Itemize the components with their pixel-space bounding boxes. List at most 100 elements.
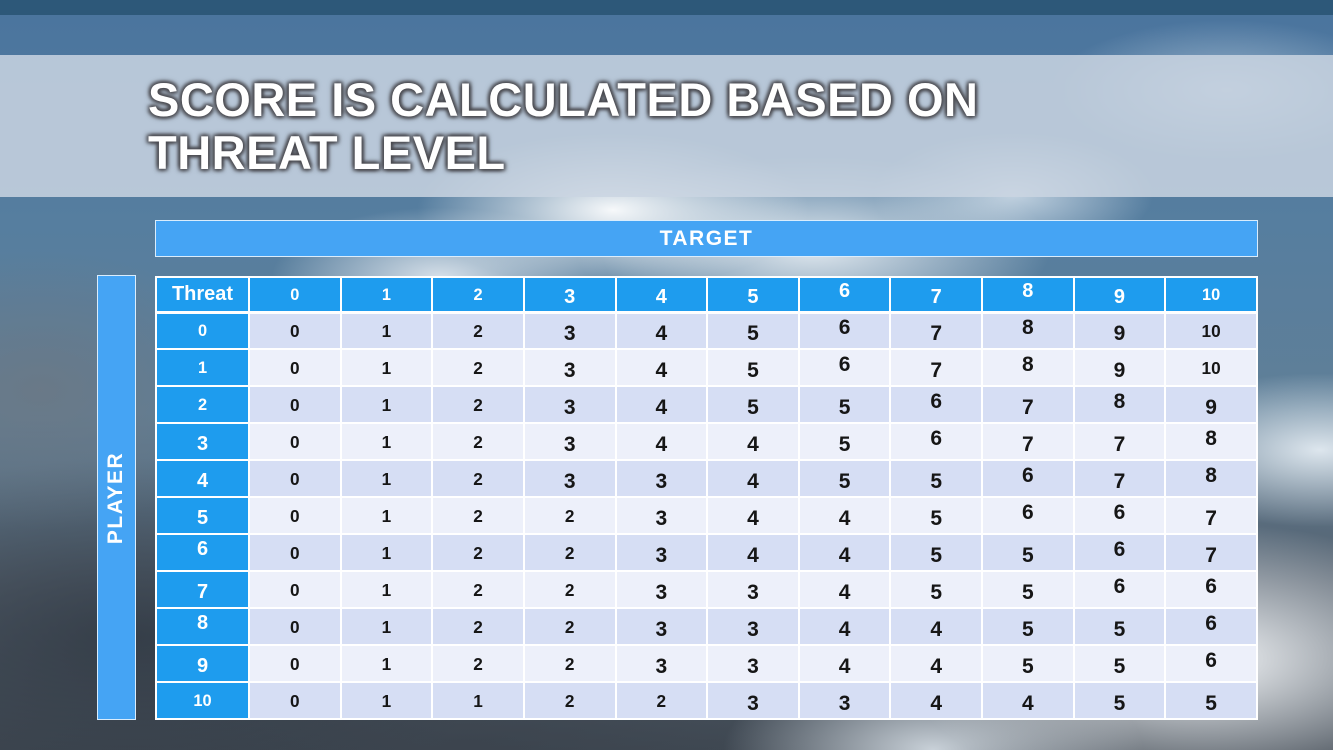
score-cell: 3	[706, 644, 800, 683]
score-value: 1	[381, 690, 392, 711]
score-cell: 5	[797, 422, 892, 461]
score-value: 0	[290, 431, 300, 452]
score-cell: 6	[981, 496, 1075, 535]
score-value: 3	[747, 617, 759, 641]
score-cell: 2	[431, 311, 525, 350]
score-value: 7	[930, 358, 943, 382]
score-cell: 6	[1072, 496, 1167, 535]
score-cell: 0	[248, 496, 342, 535]
score-value: 5	[1113, 691, 1126, 715]
col-header-cell: 9	[1072, 276, 1167, 314]
score-cell: 7	[1164, 533, 1258, 572]
score-value: 8	[1113, 389, 1126, 413]
score-cell: 3	[614, 570, 709, 609]
score-value: 4	[838, 580, 851, 604]
score-cell: 6	[1164, 607, 1258, 646]
score-value: 5	[838, 469, 851, 493]
row-header-value: 6	[196, 538, 209, 560]
score-cell: 0	[248, 533, 342, 572]
score-value: 1	[381, 468, 392, 489]
col-header-cell: 8	[981, 276, 1075, 314]
target-header-bar: TARGET	[155, 220, 1258, 257]
score-value: 4	[655, 321, 668, 345]
score-value: 4	[838, 654, 851, 678]
score-value: 6	[1021, 500, 1034, 524]
score-value: 4	[747, 506, 759, 530]
score-cell: 4	[797, 644, 892, 683]
score-cell: 3	[614, 533, 709, 572]
score-value: 6	[838, 315, 851, 339]
score-value: 2	[656, 690, 667, 711]
score-value: 2	[473, 579, 483, 600]
score-cell: 5	[706, 348, 800, 387]
score-value: 7	[1021, 395, 1034, 419]
score-cell: 4	[797, 533, 892, 572]
score-cell: 7	[981, 385, 1075, 424]
score-value: 9	[1113, 358, 1126, 382]
score-value: 4	[747, 432, 759, 456]
score-value: 4	[1021, 691, 1034, 715]
score-cell: 5	[889, 533, 983, 572]
score-cell: 6	[889, 385, 983, 424]
score-cell: 2	[431, 644, 525, 683]
score-cell: 10	[1164, 348, 1258, 387]
score-value: 5	[930, 543, 943, 567]
score-value: 1	[381, 616, 392, 637]
score-value: 5	[1205, 691, 1217, 715]
score-value: 2	[473, 431, 483, 452]
score-value: 4	[747, 543, 759, 567]
col-header-cell: 5	[706, 276, 800, 314]
score-value: 7	[930, 321, 943, 345]
score-value: 5	[1021, 580, 1034, 604]
score-cell: 3	[797, 681, 892, 720]
score-value: 0	[290, 505, 300, 526]
score-value: 4	[747, 469, 759, 493]
score-value: 4	[838, 543, 851, 567]
score-cell: 3	[706, 607, 800, 646]
score-value: 6	[838, 352, 851, 376]
col-header-cell: 4	[614, 276, 709, 314]
score-cell: 0	[248, 644, 342, 683]
col-header-value: 1	[381, 285, 391, 304]
score-cell: 6	[1072, 533, 1167, 572]
col-header-cell: 10	[1164, 276, 1258, 314]
table-row: 0 0 1 2 3 4 5 6 7 8 9 10	[155, 311, 1258, 350]
col-header-value: 7	[930, 285, 942, 308]
score-cell: 2	[522, 644, 617, 683]
score-value: 0	[290, 542, 300, 563]
row-header-cell: 4	[155, 459, 250, 498]
score-cell: 6	[1072, 570, 1167, 609]
score-value: 1	[381, 653, 392, 674]
score-cell: 4	[706, 533, 800, 572]
score-value: 6	[1205, 611, 1217, 635]
score-value: 6	[1205, 574, 1217, 598]
score-value: 5	[1021, 617, 1034, 641]
score-value: 5	[930, 469, 943, 493]
score-cell: 1	[431, 681, 525, 720]
target-label: TARGET	[659, 226, 754, 250]
score-cell: 5	[706, 385, 800, 424]
score-cell: 7	[889, 348, 983, 387]
score-value: 1	[381, 579, 392, 600]
score-value: 3	[655, 654, 668, 678]
score-cell: 0	[248, 459, 342, 498]
score-table-body: 0 0 1 2 3 4 5 6 7 8 9 10 1 0 1 2 3 4 5 6 7 8 9 10 2 0 1 2 3 4 5 5 6 7 8 9 3 0…	[155, 311, 1258, 720]
score-value: 6	[930, 389, 943, 413]
score-value: 10	[1201, 357, 1221, 378]
score-value: 8	[1021, 315, 1034, 339]
score-cell: 6	[797, 348, 892, 387]
score-cell: 5	[889, 459, 983, 498]
score-value: 9	[1205, 395, 1217, 419]
score-value: 1	[381, 320, 392, 341]
score-value: 6	[930, 426, 943, 450]
score-cell: 6	[981, 459, 1075, 498]
score-cell: 1	[339, 311, 434, 350]
score-cell: 4	[797, 570, 892, 609]
row-header-cell: 1	[155, 348, 250, 387]
score-cell: 3	[614, 644, 709, 683]
score-cell: 3	[522, 311, 617, 350]
score-value: 2	[473, 320, 483, 341]
score-cell: 8	[981, 311, 1075, 350]
score-value: 3	[655, 543, 668, 567]
table-row: 8 0 1 2 2 3 3 4 4 5 5 6	[155, 607, 1258, 646]
